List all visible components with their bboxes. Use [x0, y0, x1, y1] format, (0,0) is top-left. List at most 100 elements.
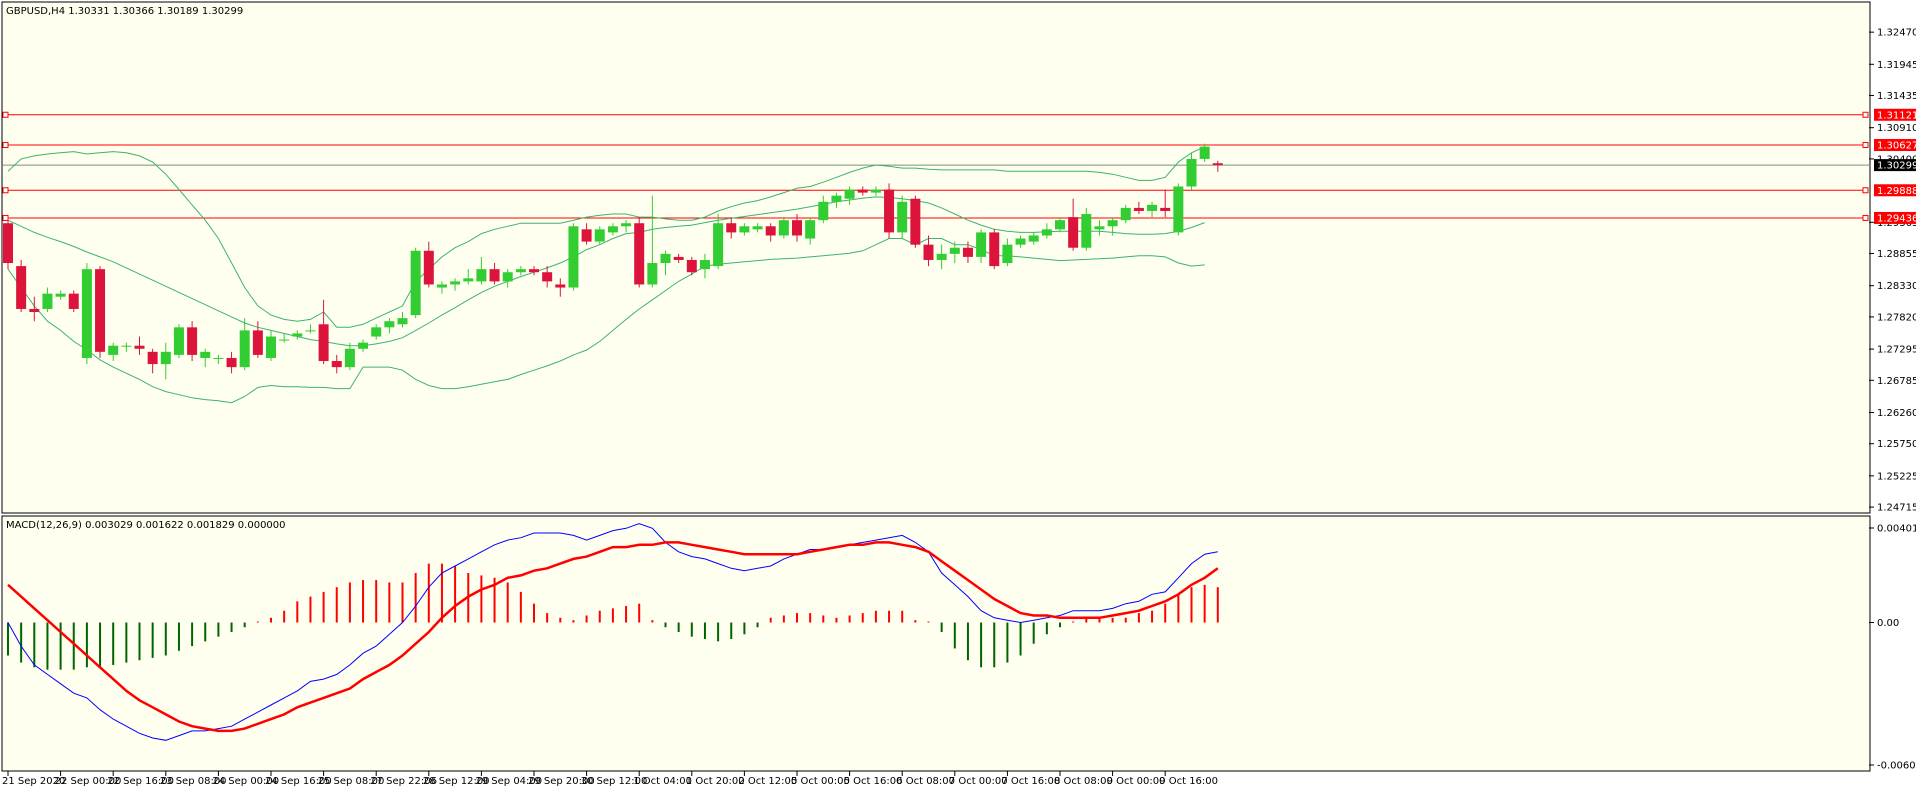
candle-body — [594, 229, 605, 242]
candle-body — [673, 256, 684, 260]
candle-body — [305, 330, 316, 332]
candle-body — [1041, 229, 1052, 236]
macd-tick-label: 0.00 — [1877, 618, 1899, 629]
band-upper — [7, 146, 1205, 328]
candle-body — [699, 259, 710, 270]
candle-body — [818, 201, 829, 221]
candle-body — [936, 253, 947, 260]
level-handle-right[interactable] — [1862, 111, 1869, 118]
candle-body — [884, 189, 895, 233]
time-tick-label: 25 Sep 08:00 — [318, 776, 385, 787]
candle-body — [778, 220, 789, 236]
candle-body — [1028, 235, 1039, 242]
candle-body — [897, 201, 908, 233]
price-tick-label: 1.24715 — [1877, 503, 1916, 514]
price-axis: 1.324701.319451.314351.309101.304001.293… — [1869, 28, 1916, 514]
price-tick-label: 1.28855 — [1877, 249, 1916, 260]
level-handle-right[interactable] — [1862, 187, 1869, 194]
macd-pane-background — [1, 515, 1871, 772]
candle-body — [410, 250, 421, 316]
time-tick-label: 5 Oct 00:00 — [791, 776, 850, 787]
level-handle-right[interactable] — [1862, 214, 1869, 221]
candle-body — [634, 223, 645, 285]
candle-body — [1055, 220, 1065, 230]
candle-body — [266, 336, 276, 358]
price-pane-background — [1, 1, 1871, 514]
level-handle-left[interactable] — [2, 187, 9, 194]
candle-body — [726, 223, 737, 233]
time-tick-label: 27 Sep 22:06 — [370, 776, 437, 787]
candle-body — [542, 272, 553, 282]
level-price-badge — [1874, 139, 1916, 152]
level-handle-left[interactable] — [2, 142, 9, 149]
candle-body — [252, 330, 263, 355]
time-tick-label: 28 Sep 12:00 — [423, 776, 490, 787]
candle-body — [1186, 158, 1197, 187]
band-middle — [7, 196, 1205, 347]
time-tick-label: 7 Oct 16:00 — [1001, 776, 1060, 787]
candle-body — [226, 357, 237, 368]
level-price-label: 1.31121 — [1877, 110, 1916, 121]
level-handle-right[interactable] — [1862, 142, 1869, 149]
horizontal-levels: 1.31121 1.30627 1.29888 1.29436 1.30299 — [2, 108, 1916, 224]
candle-body — [976, 232, 987, 257]
macd-tick-label: -0.006047 — [1877, 761, 1916, 772]
time-tick-label: 29 Sep 20:00 — [528, 776, 595, 787]
level-handle-left[interactable] — [2, 111, 9, 118]
candle-body — [279, 339, 290, 341]
candle-body — [1015, 238, 1026, 245]
candle-body — [765, 226, 776, 236]
level-price-label: 1.30627 — [1877, 141, 1916, 152]
current-price-label: 1.30299 — [1877, 161, 1916, 172]
time-tick-label: 22 Sep 00:00 — [55, 776, 122, 787]
price-tick-label: 1.27820 — [1877, 312, 1916, 323]
time-tick-label: 22 Sep 16:00 — [107, 776, 174, 787]
candle-body — [81, 269, 92, 358]
level-handle-left[interactable] — [2, 214, 9, 221]
candle-body — [450, 281, 461, 285]
price-tick-label: 1.28330 — [1877, 281, 1916, 292]
candle-body — [55, 293, 66, 297]
time-tick-label: 1 Oct 20:00 — [686, 776, 745, 787]
candle-body — [239, 330, 250, 368]
time-tick-label: 23 Sep 08:00 — [160, 776, 227, 787]
candle-body — [1068, 217, 1079, 248]
candle-body — [1002, 244, 1013, 264]
price-tick-label: 1.32470 — [1877, 28, 1916, 39]
price-tick-label: 1.31435 — [1877, 91, 1916, 102]
time-tick-label: 24 Sep 00:00 — [212, 776, 279, 787]
candle-body — [476, 269, 487, 282]
candle-body — [607, 226, 618, 233]
candle-body — [200, 351, 211, 358]
time-tick-label: 1 Oct 04:00 — [633, 776, 692, 787]
candle-body — [16, 266, 27, 309]
candle-body — [1094, 226, 1105, 230]
candle-body — [949, 247, 960, 254]
candle-body — [989, 232, 1000, 267]
candle-body — [502, 272, 513, 282]
candle-body — [3, 223, 13, 264]
time-tick-label: 21 Sep 2020 — [2, 776, 65, 787]
level-price-label: 1.29888 — [1877, 186, 1916, 197]
time-tick-label: 30 Sep 12:00 — [581, 776, 648, 787]
candle-body — [463, 278, 474, 282]
level-price-badge — [1874, 211, 1916, 224]
candle-body — [923, 244, 934, 260]
candle-body — [95, 269, 106, 352]
candle-body — [331, 361, 342, 368]
price-tick-label: 1.25750 — [1877, 439, 1916, 450]
candle-body — [1120, 207, 1131, 221]
price-tick-label: 1.31945 — [1877, 60, 1916, 71]
price-tick-label: 1.30910 — [1877, 123, 1916, 134]
level-price-label: 1.29436 — [1877, 213, 1916, 224]
candle-body — [384, 321, 395, 328]
time-tick-label: 24 Sep 16:00 — [265, 776, 332, 787]
candle-body — [371, 327, 382, 337]
time-tick-label: 9 Oct 16:00 — [1159, 776, 1218, 787]
candle-body — [1081, 214, 1092, 248]
candle-body — [108, 345, 119, 355]
candle-body — [713, 223, 724, 267]
